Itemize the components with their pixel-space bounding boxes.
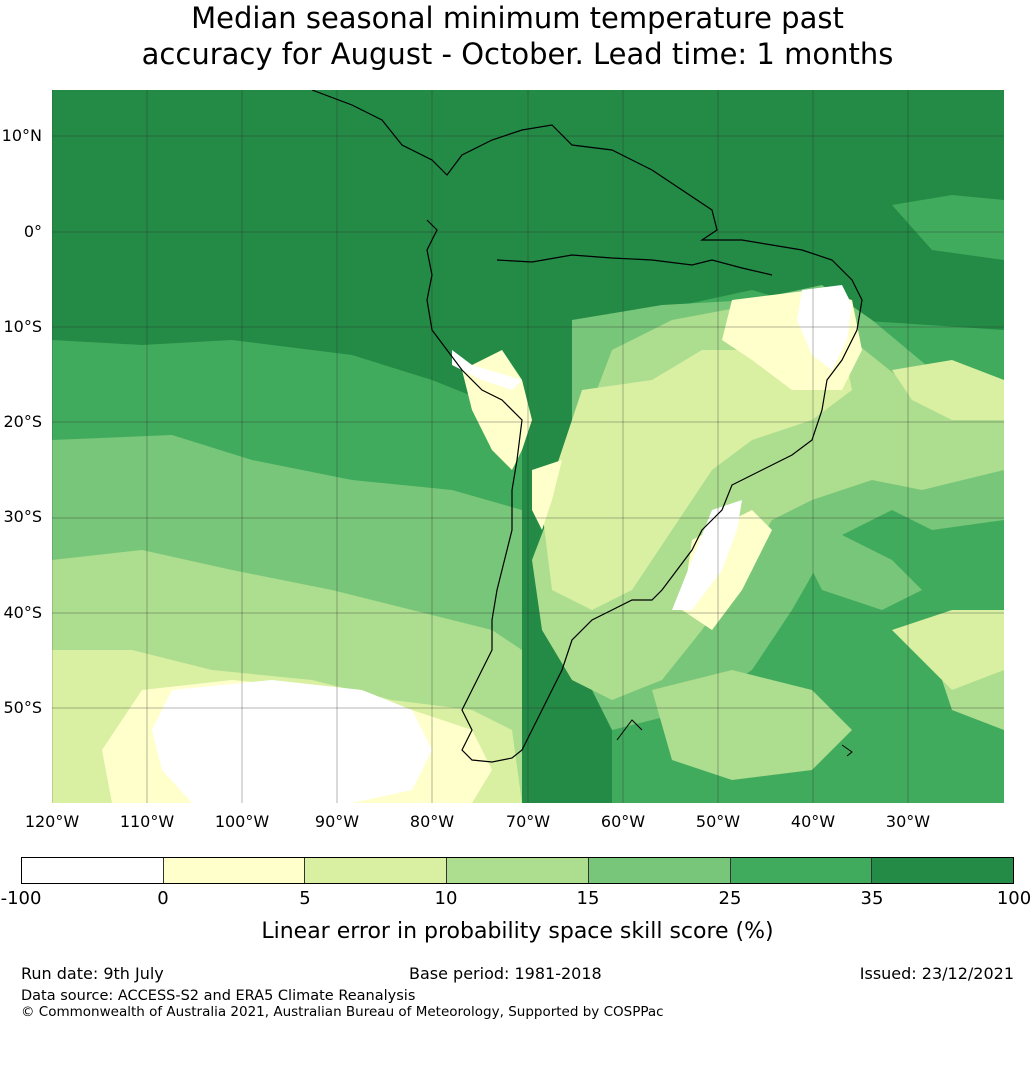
- colorbar-label: Linear error in probability space skill …: [261, 919, 774, 944]
- lon-label-110w: 110°W: [119, 812, 175, 831]
- colorbar-segment: [730, 858, 873, 883]
- colorbar-segment: [447, 858, 589, 883]
- lat-label-10s: 10°S: [3, 317, 42, 336]
- lat-label-40s: 40°S: [3, 603, 42, 622]
- south-america-coastline: [311, 90, 863, 763]
- colorbar-tick: -100: [0, 888, 42, 909]
- run-date: Run date: 9th July: [21, 964, 164, 983]
- region-below-0: [152, 680, 432, 803]
- colorbar-tick: 5: [299, 888, 311, 909]
- colorbar-tick: 15: [576, 888, 600, 909]
- map-canvas: [52, 90, 1004, 803]
- colorbar-segment: [588, 858, 731, 883]
- lat-label-10n: 10°N: [1, 126, 42, 145]
- colorbar-segment: [22, 858, 164, 883]
- colorbar-segment: [305, 858, 448, 883]
- colorbar-tick: 10: [434, 888, 458, 909]
- lon-label-80w: 80°W: [409, 812, 455, 831]
- base-period: Base period: 1981-2018: [409, 964, 602, 983]
- lat-label-30s: 30°S: [3, 507, 42, 526]
- lon-label-60w: 60°W: [600, 812, 646, 831]
- lon-label-50w: 50°W: [695, 812, 741, 831]
- lon-label-90w: 90°W: [314, 812, 360, 831]
- lon-label-30w: 30°W: [885, 812, 931, 831]
- graticule: [52, 90, 1004, 803]
- lon-label-40w: 40°W: [790, 812, 836, 831]
- colorbar-segment: [872, 858, 1014, 883]
- data-source: Data source: ACCESS-S2 and ERA5 Climate …: [21, 988, 416, 1004]
- lon-label-100w: 100°W: [214, 812, 270, 831]
- map-title: Median seasonal minimum temperature past…: [0, 0, 1035, 72]
- colorbar: [21, 857, 1014, 884]
- colorbar-tick: 100: [996, 888, 1032, 909]
- copyright: © Commonwealth of Australia 2021, Austra…: [21, 1004, 664, 1020]
- skill-score-map: [52, 90, 1004, 803]
- lon-label-70w: 70°W: [505, 812, 551, 831]
- title-line-2: accuracy for August - October. Lead time…: [141, 37, 894, 71]
- issued-date: Issued: 23/12/2021: [859, 964, 1014, 983]
- colorbar-tick: 25: [718, 888, 742, 909]
- title-line-1: Median seasonal minimum temperature past: [191, 1, 844, 35]
- lon-label-120w: 120°W: [24, 812, 80, 831]
- colorbar-tick: 0: [157, 888, 169, 909]
- colorbar-tick: 35: [860, 888, 884, 909]
- lat-label-0: 0°: [23, 222, 42, 241]
- colorbar-segment: [163, 858, 306, 883]
- lat-label-50s: 50°S: [3, 698, 42, 717]
- lat-label-20s: 20°S: [3, 412, 42, 431]
